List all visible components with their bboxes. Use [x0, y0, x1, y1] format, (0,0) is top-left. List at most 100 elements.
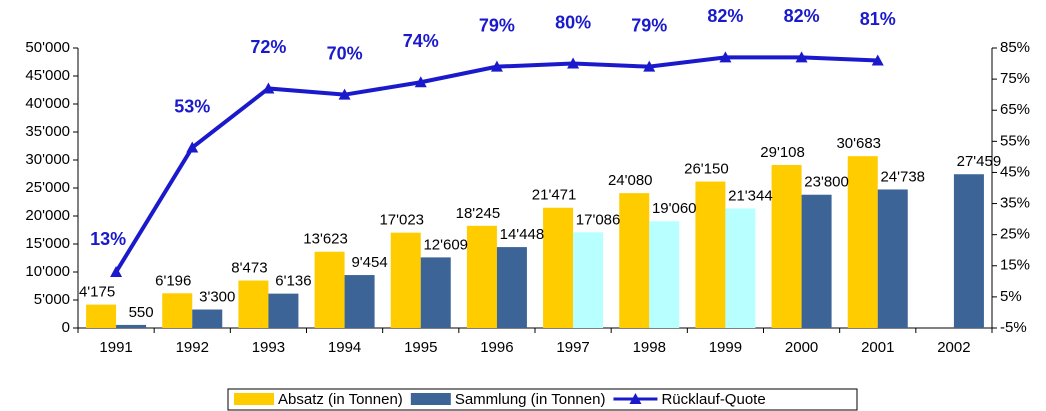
y-tick-label: 15'000	[25, 235, 70, 252]
x-tick-label: 1992	[176, 339, 209, 356]
data-label: 29'108	[760, 144, 805, 161]
y-tick-label: 40'000	[25, 95, 70, 112]
legend-label: Sammlung (in Tonnen)	[455, 391, 606, 408]
legend: Absatz (in Tonnen) Sammlung (in Tonnen) Rü…	[227, 388, 858, 411]
x-tick-label: 1993	[252, 339, 285, 356]
bar	[344, 275, 375, 328]
y2-tick-label: 45%	[1000, 163, 1030, 180]
data-label: 17'086	[576, 211, 621, 228]
data-label: 82%	[784, 6, 820, 26]
marker	[110, 266, 123, 277]
bar	[496, 247, 527, 328]
data-label: 74%	[403, 31, 439, 51]
data-label: 70%	[327, 43, 363, 63]
data-label: 8'473	[231, 260, 267, 277]
line	[114, 55, 878, 274]
data-label: 6'196	[155, 272, 191, 289]
marker	[643, 60, 656, 72]
x-tick-label: 1995	[404, 339, 437, 356]
y2-tick-label: 15%	[1000, 257, 1030, 274]
bar	[649, 221, 680, 328]
data-label: 4'175	[79, 284, 115, 301]
y2-tick-label: 85%	[1000, 39, 1030, 56]
bar	[953, 174, 984, 328]
legend-marker	[629, 393, 642, 404]
x-tick-label: 1999	[709, 339, 742, 356]
data-label: 17'023	[379, 212, 424, 229]
bar	[543, 207, 574, 328]
data-label: 13'623	[303, 231, 348, 248]
bar	[619, 193, 650, 328]
bar	[801, 194, 832, 328]
bar	[877, 189, 908, 328]
bar	[162, 293, 193, 328]
data-label: 6'136	[275, 273, 311, 290]
marker	[262, 82, 275, 94]
data-label: 26'150	[684, 161, 729, 178]
y-tick-label: 20'000	[25, 207, 70, 224]
legend-box	[227, 388, 858, 411]
y2-tick-label: -5%	[1000, 319, 1027, 336]
y-tick-label: 30'000	[25, 151, 70, 168]
y-tick-label: 25'000	[25, 179, 70, 196]
x-tick-label: 1997	[556, 339, 589, 356]
data-label: 30'683	[836, 135, 881, 152]
data-label: 80%	[555, 12, 591, 32]
legend-label: Absatz (in Tonnen)	[278, 391, 403, 408]
legend-swatch	[410, 393, 451, 405]
bar	[238, 280, 269, 328]
bar	[420, 257, 451, 328]
x-tick-label: 1991	[99, 339, 132, 356]
x-tick-label: 1994	[328, 339, 361, 356]
y-tick-label: 45'000	[25, 67, 70, 84]
marker	[186, 141, 199, 153]
data-label: 14'448	[500, 226, 545, 243]
data-label: 12'609	[423, 236, 468, 253]
bar	[847, 156, 878, 328]
data-label: 3'300	[199, 288, 235, 305]
x-tick-label: 2002	[937, 339, 970, 356]
y-tick-label: 50'000	[25, 39, 70, 56]
data-label: 18'245	[456, 205, 501, 222]
y2-tick-label: 35%	[1000, 195, 1030, 212]
bar	[573, 232, 604, 328]
data-label: 19'060	[652, 200, 697, 217]
data-label: 21'471	[532, 187, 577, 204]
data-label: 79%	[479, 15, 515, 35]
bar	[771, 164, 802, 328]
marker	[871, 54, 884, 66]
data-label: 9'454	[351, 254, 387, 271]
bar	[725, 208, 756, 328]
data-label: 550	[129, 304, 154, 321]
y2-tick-label: 55%	[1000, 132, 1030, 149]
y2-tick-label: 5%	[1000, 288, 1022, 305]
bar	[390, 232, 421, 328]
y-tick-label: 35'000	[25, 123, 70, 140]
bar	[86, 304, 117, 328]
data-label: 13%	[90, 229, 126, 249]
legend-swatch	[234, 393, 274, 405]
bar	[192, 309, 223, 328]
y-tick-label: 5'000	[34, 291, 70, 308]
x-tick-label: 2000	[785, 339, 818, 356]
data-label: 23'800	[804, 174, 849, 191]
bar	[466, 225, 497, 328]
data-label: 24'738	[880, 168, 925, 185]
data-label: 27'459	[957, 153, 1002, 170]
data-label: 82%	[707, 6, 743, 26]
marker	[338, 88, 351, 100]
x-tick-label: 1998	[633, 339, 666, 356]
y2-tick-label: 75%	[1000, 70, 1030, 87]
x-tick-label: 2001	[861, 339, 894, 356]
data-label: 24'080	[608, 172, 653, 189]
data-label: 79%	[631, 15, 667, 35]
marker	[567, 57, 580, 69]
marker	[719, 51, 732, 63]
y2-tick-label: 65%	[1000, 101, 1030, 118]
bar	[268, 293, 299, 328]
x-tick-label: 1996	[480, 339, 513, 356]
bar	[314, 251, 345, 328]
legend-label: Rücklauf-Quote	[661, 391, 765, 408]
bar	[695, 181, 726, 328]
